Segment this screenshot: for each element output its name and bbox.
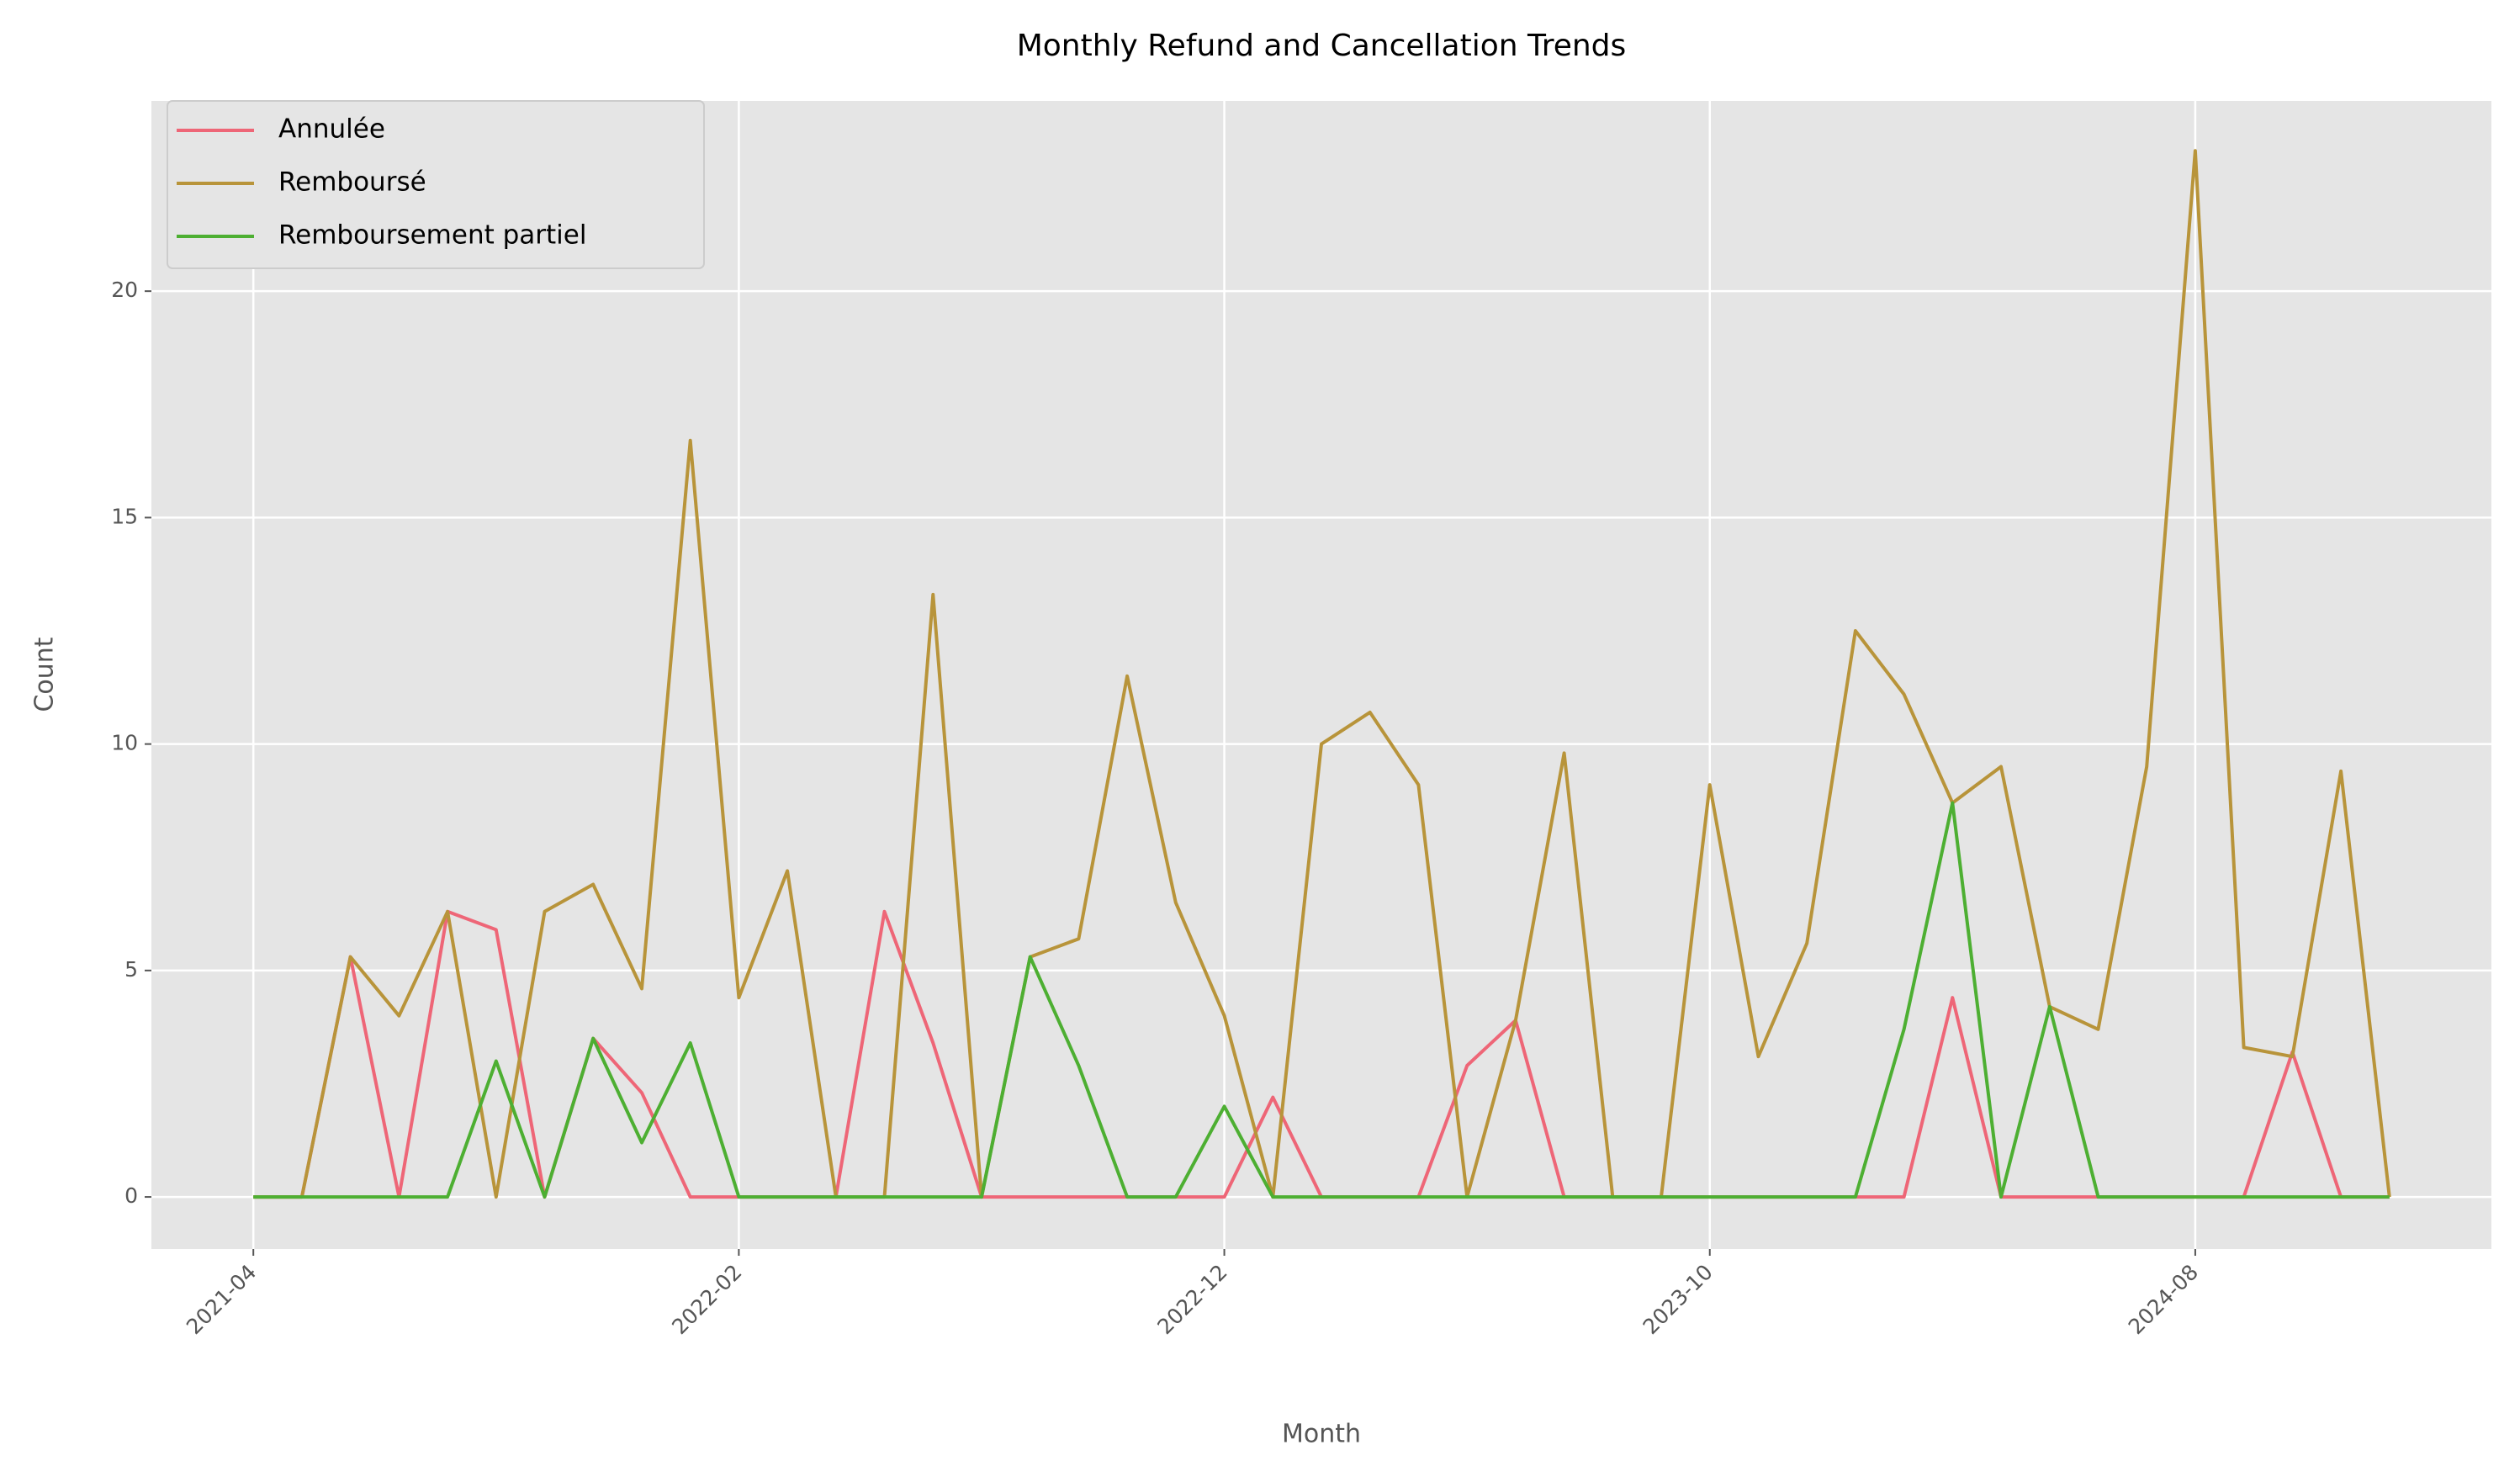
series-line — [253, 801, 2390, 1199]
x-tick-label: 2023-10 — [1639, 1260, 1718, 1339]
y-tick-label: 5 — [124, 957, 138, 982]
lines — [253, 149, 2391, 1199]
series-line — [253, 149, 2391, 1199]
legend-label: Annulée — [278, 114, 385, 145]
legend: Annulée Remboursé Remboursement partiel — [167, 100, 705, 269]
x-tick-label: 2022-02 — [667, 1260, 746, 1339]
y-tick-label: 0 — [124, 1183, 138, 1208]
x-tick-label: 2024-08 — [2124, 1260, 2203, 1339]
y-tick-label: 10 — [111, 731, 138, 755]
y-tick-label: 20 — [111, 278, 138, 302]
grid — [145, 101, 2491, 1256]
plot-area — [151, 101, 2491, 1249]
x-tick-label: 2021-04 — [182, 1260, 261, 1339]
x-axis-label: Month — [1282, 1420, 1361, 1449]
x-tick-label: 2022-12 — [1152, 1260, 1231, 1339]
legend-box — [167, 100, 705, 269]
y-axis-label: Count — [30, 637, 60, 712]
legend-label: Remboursé — [278, 167, 426, 198]
y-tick-label: 15 — [111, 504, 138, 528]
chart-title: Monthly Refund and Cancellation Trends — [1017, 29, 1627, 63]
legend-label: Remboursement partiel — [278, 220, 586, 251]
